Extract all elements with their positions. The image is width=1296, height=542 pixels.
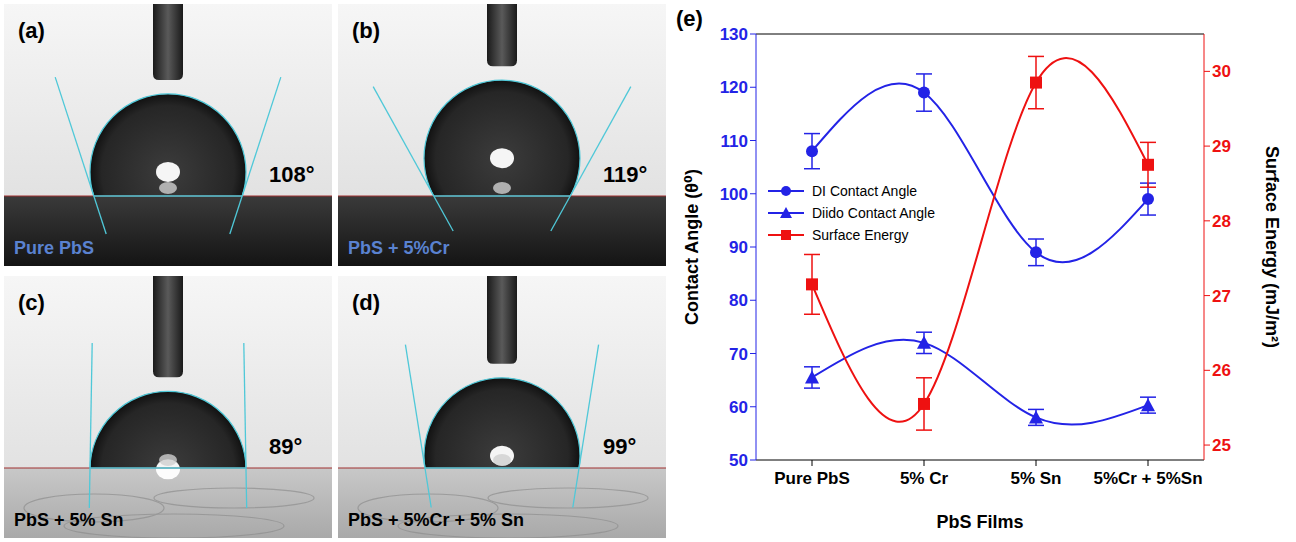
svg-text:89°: 89° [269,434,302,459]
svg-text:(b): (b) [352,18,380,43]
svg-text:119°: 119° [603,162,647,187]
svg-text:Surface Energy (mJ/m²): Surface Energy (mJ/m²) [1262,146,1282,348]
svg-text:(d): (d) [352,290,380,315]
svg-text:70: 70 [729,345,748,364]
svg-text:Pure PbS: Pure PbS [14,238,94,258]
svg-text:25: 25 [1212,436,1231,455]
svg-text:108°: 108° [269,162,315,187]
html-text:Surface Energy: Surface Energy [812,227,909,243]
svg-text:PbS + 5%Cr: PbS + 5%Cr [348,238,450,258]
svg-text:110: 110 [721,132,748,151]
svg-text:80: 80 [729,291,748,310]
html-text:DI Contact Angle: DI Contact Angle [812,183,918,199]
svg-text:60: 60 [729,398,748,417]
svg-text:27: 27 [1212,287,1231,306]
svg-text:PbS Films: PbS Films [936,512,1023,532]
svg-text:50: 50 [729,451,748,470]
html-text:Diido Contact Angle: Diido Contact Angle [812,205,935,221]
svg-text:Pure PbS: Pure PbS [774,469,850,488]
svg-text:26: 26 [1212,361,1231,380]
svg-text:5%Cr + 5%Sn: 5%Cr + 5%Sn [1093,469,1202,488]
svg-text:(c): (c) [18,290,45,315]
svg-text:29: 29 [1212,137,1231,156]
html-text:(e): (e) [676,6,703,31]
svg-text:5% Sn: 5% Sn [1010,469,1061,488]
svg-text:100: 100 [720,185,748,204]
svg-text:30: 30 [1212,62,1231,81]
svg-text:130: 130 [720,25,748,44]
svg-text:99°: 99° [603,434,636,459]
svg-text:PbS + 5% Sn: PbS + 5% Sn [14,510,124,530]
svg-text:Contact Angle (θ⁰): Contact Angle (θ⁰) [682,169,702,325]
svg-text:PbS + 5%Cr + 5% Sn: PbS + 5%Cr + 5% Sn [348,510,524,530]
svg-text:(a): (a) [18,18,45,43]
svg-text:120: 120 [720,78,748,97]
svg-text:28: 28 [1212,212,1231,231]
svg-text:5% Cr: 5% Cr [900,469,949,488]
svg-text:90: 90 [729,238,748,257]
